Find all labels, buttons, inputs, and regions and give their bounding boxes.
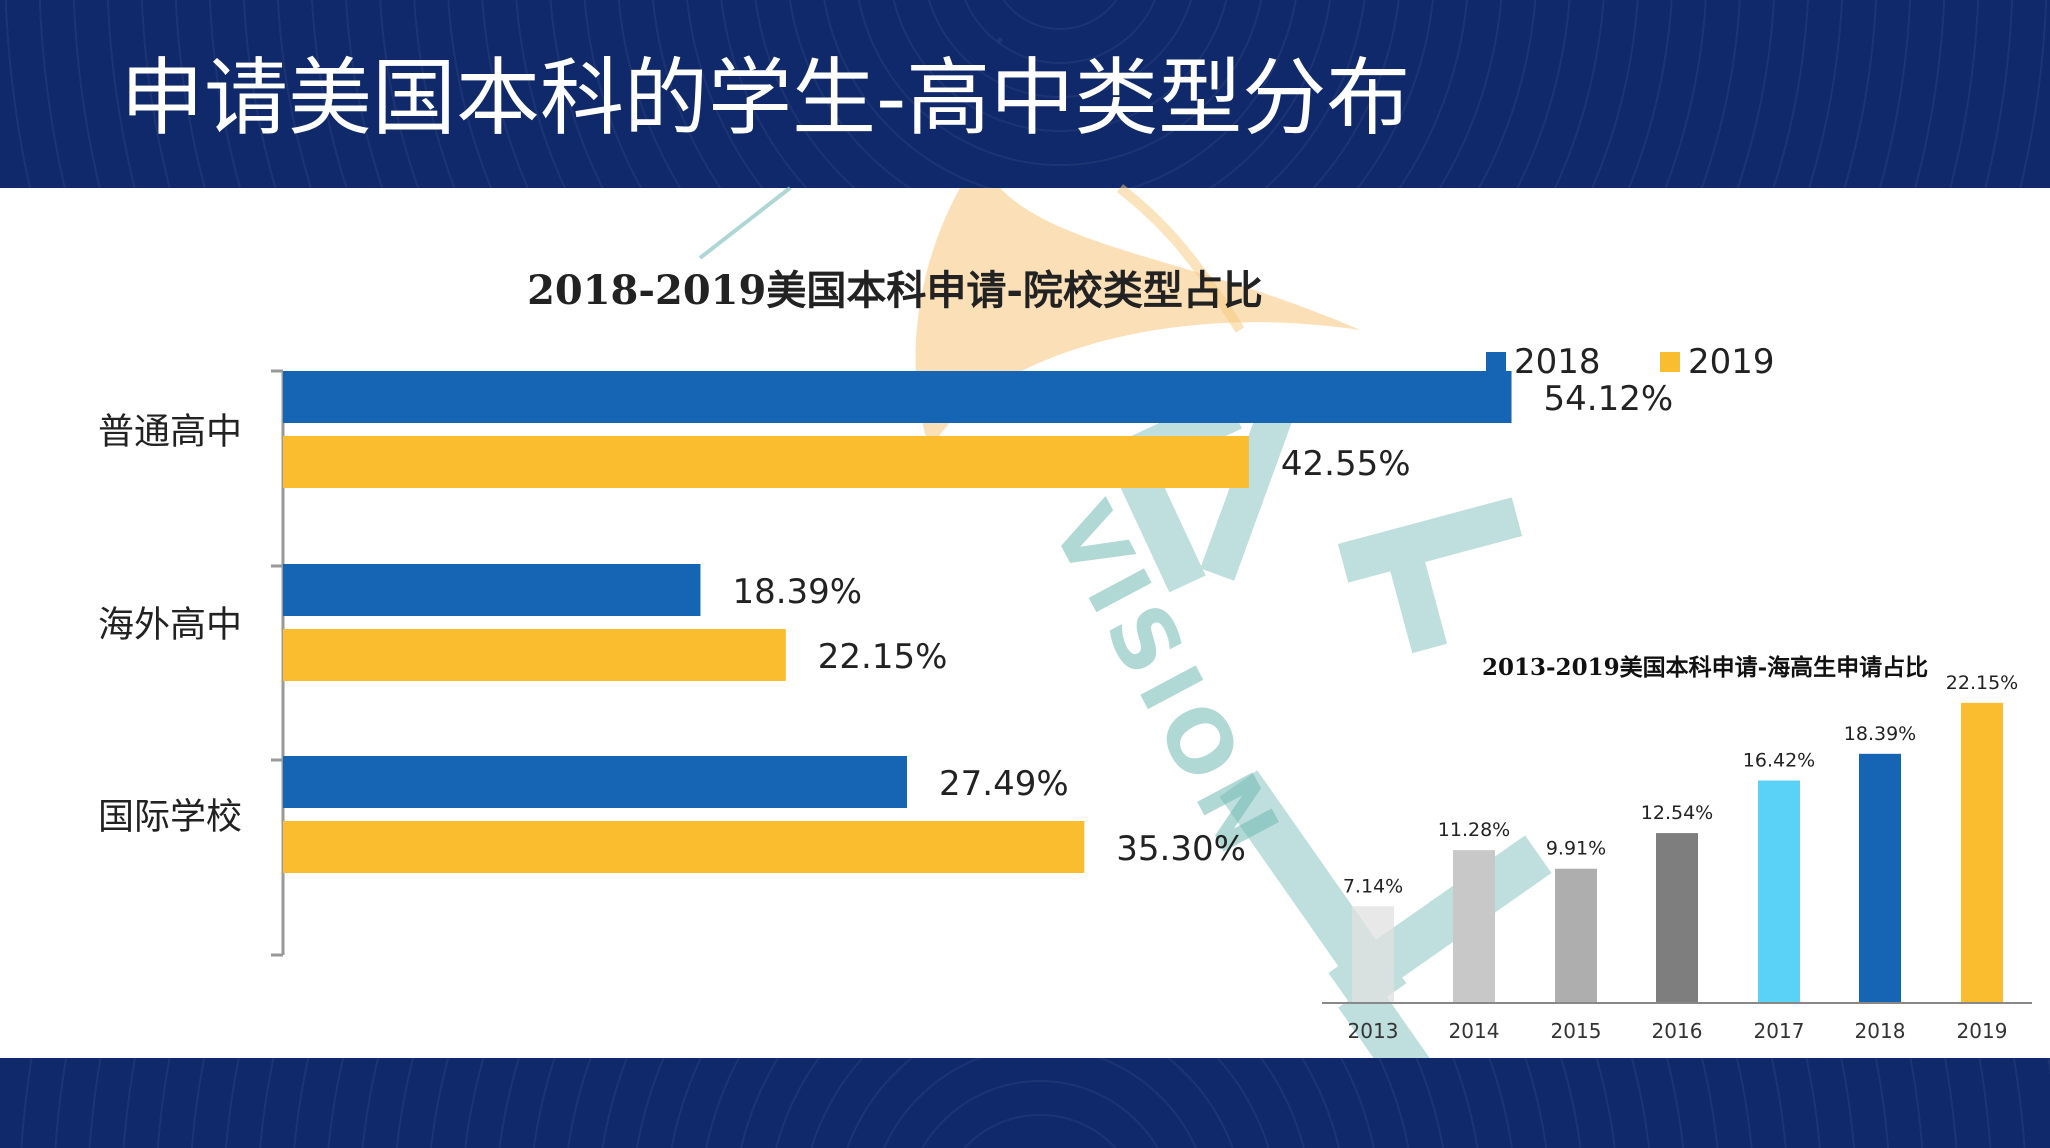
inset-value-label-2016: 12.54% — [1641, 802, 1713, 824]
inset-category-label-2017: 2017 — [1754, 1019, 1805, 1043]
value-label-2019-1: 22.15% — [818, 637, 948, 677]
bar-2019-0 — [283, 436, 1249, 488]
inset-value-label-2017: 16.42% — [1743, 750, 1815, 772]
inset-bar-2017 — [1758, 780, 1800, 1003]
category-label-1: 海外高中 — [98, 605, 242, 646]
inset-category-label-2013: 2013 — [1348, 1019, 1399, 1043]
inset-bars: 7.14% 11.28% 9.91% 12.54% 16.42% 18.39% 22.15% — [1343, 672, 2018, 1003]
inset-value-label-2015: 9.91% — [1546, 838, 1606, 860]
legend-label-2019: 2019 — [1688, 342, 1775, 382]
value-label-2018-2: 27.49% — [939, 764, 1069, 804]
main-legend: 2018 2019 — [1486, 342, 1775, 382]
footer-band — [0, 1058, 2050, 1148]
inset-category-label-2014: 2014 — [1449, 1019, 1500, 1043]
main-value-labels: 54.12% 42.55% 18.39% 22.15% 27.49% 35.30% — [732, 379, 1673, 869]
legend-swatch-2018 — [1486, 352, 1506, 372]
value-label-2019-2: 35.30% — [1116, 829, 1246, 869]
main-chart-title: 2018-2019美国本科申请-院校类型占比 — [527, 267, 1263, 314]
inset-category-label-2016: 2016 — [1652, 1019, 1703, 1043]
legend-swatch-2019 — [1660, 352, 1680, 372]
value-label-2018-0: 54.12% — [1544, 379, 1674, 419]
inset-bar-2015 — [1555, 868, 1597, 1003]
bar-2019-1 — [283, 629, 786, 681]
page-title: 申请美国本科的学生-高中类型分布 — [120, 49, 1411, 147]
bar-2018-2 — [283, 756, 908, 808]
inset-value-label-2013: 7.14% — [1343, 875, 1403, 897]
inset-value-label-2019: 22.15% — [1946, 672, 2018, 694]
inset-value-label-2018: 18.39% — [1844, 723, 1916, 745]
inset-bar-2016 — [1656, 833, 1698, 1003]
inset-category-label-2015: 2015 — [1551, 1019, 1602, 1043]
inset-bar-2019 — [1961, 702, 2003, 1003]
bar-2019-2 — [283, 821, 1085, 873]
main-bars — [283, 371, 1512, 873]
inset-chart-title: 2013-2019美国本科申请-海高生申请占比 — [1482, 654, 1929, 681]
inset-category-label-2019: 2019 — [1957, 1019, 2008, 1043]
inset-category-label-2018: 2018 — [1855, 1019, 1906, 1043]
inset-bar-2013 — [1352, 906, 1394, 1003]
legend-label-2018: 2018 — [1514, 342, 1601, 382]
value-label-2018-1: 18.39% — [732, 572, 862, 612]
category-label-0: 普通高中 — [98, 412, 242, 453]
value-label-2019-0: 42.55% — [1281, 444, 1411, 484]
header-band — [0, 0, 2050, 188]
category-label-2: 国际学校 — [98, 797, 242, 838]
bar-2018-0 — [283, 371, 1512, 423]
inset-axis: 2013 2014 2015 2016 2017 2018 2019 — [1322, 1002, 2032, 1043]
inset-value-label-2014: 11.28% — [1438, 819, 1510, 841]
bar-2018-1 — [283, 564, 701, 616]
inset-bar-2018 — [1859, 753, 1901, 1003]
inset-bar-2014 — [1453, 850, 1495, 1003]
